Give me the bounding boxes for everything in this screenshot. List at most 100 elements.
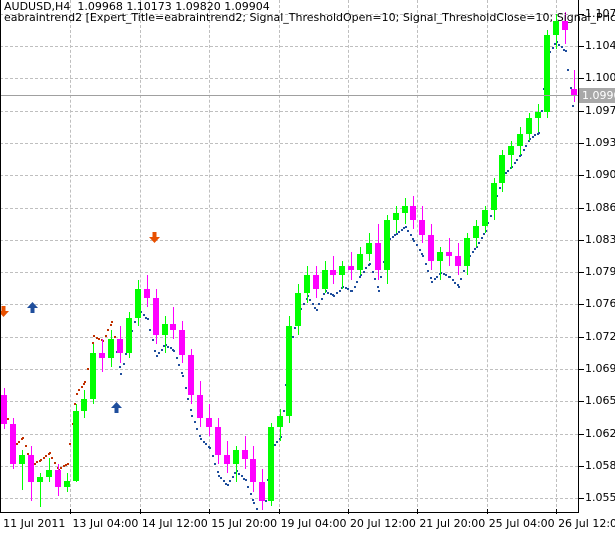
buy-signal-arrow-icon[interactable] <box>111 398 122 413</box>
trend-dot <box>413 240 415 242</box>
trend-dot <box>81 386 83 388</box>
trend-dot <box>356 281 358 283</box>
trend-dot <box>98 338 100 340</box>
time-axis[interactable]: 11 Jul 2011 13 Jul 04:00 14 Jul 12:00 15 Ju… <box>0 509 615 543</box>
candle-body <box>117 339 123 354</box>
candle-body <box>215 427 221 455</box>
trend-dot <box>537 133 539 135</box>
trend-dot <box>483 233 485 235</box>
candle-body <box>259 482 265 501</box>
trend-dot <box>300 308 302 310</box>
candle-body <box>224 454 230 465</box>
trend-dot <box>83 383 85 385</box>
trend-dot <box>265 500 267 502</box>
price-tick <box>579 175 584 177</box>
trend-dot <box>434 278 436 280</box>
trend-dot <box>173 350 175 352</box>
trend-dot <box>507 170 509 172</box>
price-axis-label: 1.09030 <box>585 168 615 182</box>
sell-signal-arrow-icon[interactable] <box>149 228 160 243</box>
candle-body <box>170 323 176 331</box>
sell-signal-arrow-icon[interactable] <box>0 302 9 317</box>
horizontal-gridline <box>0 78 578 80</box>
trend-dot <box>105 335 107 337</box>
price-axis-label: 1.07630 <box>585 297 615 311</box>
trend-dot <box>49 452 51 454</box>
price-axis[interactable]: 1.10780 1.10430 1.10080 1.09730 1.09380 1.090… <box>579 0 615 543</box>
trend-dot <box>143 314 145 316</box>
price-tick <box>579 239 584 241</box>
trend-dot <box>156 355 158 357</box>
vertical-gridline <box>556 0 558 512</box>
trend-dot <box>119 366 121 368</box>
price-tick <box>579 46 584 48</box>
trend-dot <box>283 410 285 412</box>
trend-dot <box>45 455 47 457</box>
trend-dot <box>519 155 521 157</box>
expert-parameters-label: eabraintrend2 [Expert_Title=eabraintrend… <box>4 11 615 24</box>
trend-dot <box>342 286 344 288</box>
candle-body <box>188 355 194 395</box>
symbol-period-label: AUDUSD,H4 <box>4 0 71 13</box>
trend-dot <box>452 279 454 281</box>
candle-body <box>499 154 505 183</box>
price-axis-label: 1.10780 <box>585 6 615 20</box>
time-axis-label: 19 Jul 04:00 <box>280 517 347 530</box>
trend-dot <box>154 350 156 352</box>
buy-signal-arrow-icon[interactable] <box>27 298 38 313</box>
trend-dot <box>7 418 9 420</box>
trend-dot <box>472 251 474 253</box>
time-tick <box>347 509 349 514</box>
candle-wick <box>396 205 397 234</box>
trend-dot <box>58 469 60 471</box>
price-plot-area[interactable] <box>0 0 578 512</box>
trend-dot <box>161 349 163 351</box>
price-tick <box>579 336 584 338</box>
trend-dot <box>454 282 456 284</box>
trend-dot <box>327 292 329 294</box>
trend-dot <box>111 321 113 323</box>
trend-dot <box>163 345 165 347</box>
vertical-gridline <box>278 0 280 512</box>
trend-dot <box>416 244 418 246</box>
symbol-ohlc-line: AUDUSD,H4 1.09968 1.10173 1.09820 1.09904 <box>4 0 270 13</box>
trend-dot <box>78 389 80 391</box>
trend-dot <box>232 476 234 478</box>
time-tick <box>209 509 211 514</box>
candle-body <box>250 459 256 483</box>
trend-dot <box>396 233 398 235</box>
trend-dot <box>16 443 18 445</box>
trend-dot <box>96 337 98 339</box>
trend-dot <box>318 303 320 305</box>
price-tick <box>579 272 584 274</box>
trend-dot <box>69 443 71 445</box>
candle-body <box>286 325 292 417</box>
time-axis-label: 13 Jul 04:00 <box>72 517 139 530</box>
trend-dot <box>401 229 403 231</box>
trend-dot <box>225 483 227 485</box>
trend-dot <box>561 46 563 48</box>
trend-dot <box>21 438 23 440</box>
horizontal-gridline <box>0 465 578 467</box>
time-axis-label: 26 Jul 12:00 <box>558 517 615 530</box>
candle-body <box>508 145 514 155</box>
trend-dot <box>389 238 391 240</box>
candle-body <box>46 470 52 477</box>
horizontal-gridline <box>0 304 578 306</box>
candle-wick <box>342 261 343 289</box>
vertical-gridline <box>486 0 488 512</box>
trend-dot <box>217 471 219 473</box>
trend-dot <box>351 290 353 292</box>
candle-body <box>197 394 203 418</box>
trend-dot <box>280 436 282 438</box>
price-tick <box>579 465 584 467</box>
horizontal-gridline <box>0 46 578 48</box>
trend-dot <box>200 438 202 440</box>
horizontal-gridline <box>0 272 578 274</box>
candle-body <box>366 242 372 254</box>
trend-dot <box>458 286 460 288</box>
trend-dot <box>203 441 205 443</box>
candle-wick <box>49 458 50 483</box>
trend-dot <box>403 227 405 229</box>
time-tick <box>139 509 141 514</box>
